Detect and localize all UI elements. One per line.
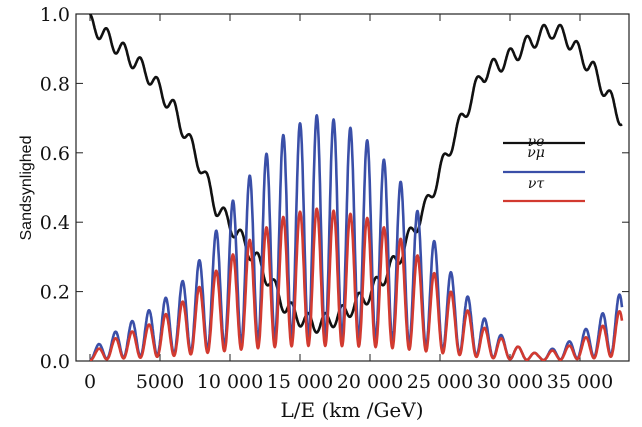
- y-tick-label: 0.4: [40, 212, 70, 234]
- y-tick-label: 0.6: [40, 143, 70, 165]
- plot-frame: [75, 13, 630, 362]
- x-tick-label: 10 000: [197, 371, 263, 393]
- x-axis-title: L/E (km /GeV): [280, 398, 423, 422]
- y-tick-label: 1.0: [40, 4, 70, 26]
- series-layer: [88, 14, 624, 361]
- legend-label: νμ: [527, 145, 545, 161]
- x-tick-label: 35 000: [547, 371, 613, 393]
- x-tick-label: 15 000: [267, 371, 333, 393]
- legend: νeνμντ: [503, 134, 585, 203]
- series-line-nu-tau: [89, 207, 624, 361]
- x-tick-label: 25 000: [407, 371, 473, 393]
- x-axis-ticks: 0 5000 10 000 15 000 20 000 25 000 30 000 35 00…: [84, 14, 613, 393]
- x-tick-label: 5000: [136, 371, 184, 393]
- x-tick-label: 0: [84, 371, 96, 393]
- y-tick-label: 0.8: [40, 73, 70, 95]
- x-tick-label: 30 000: [477, 371, 543, 393]
- y-tick-label: 0.2: [40, 282, 70, 304]
- y-axis-ticks: 0.0 0.2 0.4 0.6 0.8 1.0: [40, 4, 629, 373]
- y-axis-title: Sandsynlighed: [18, 136, 35, 241]
- legend-label: ντ: [528, 176, 545, 192]
- y-tick-label: 0.0: [40, 351, 70, 373]
- x-tick-label: 20 000: [337, 371, 403, 393]
